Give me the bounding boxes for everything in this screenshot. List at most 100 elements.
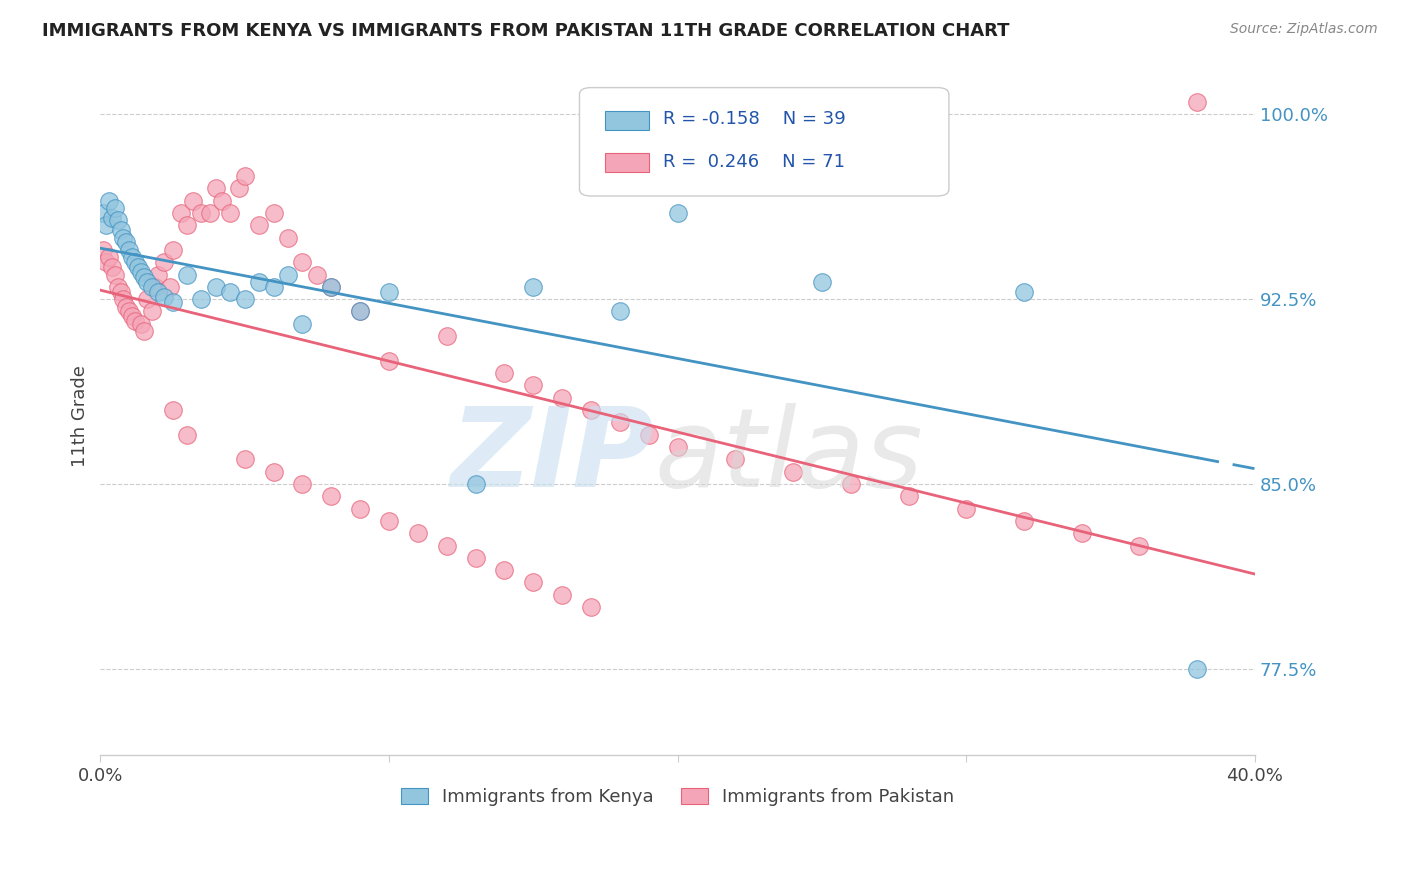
Point	[170, 206, 193, 220]
Point	[666, 206, 689, 220]
Point	[110, 285, 132, 299]
Point	[494, 563, 516, 577]
Point	[104, 268, 127, 282]
Point	[579, 403, 602, 417]
Point	[724, 452, 747, 467]
Point	[436, 539, 458, 553]
Point	[1012, 514, 1035, 528]
Text: ZIP: ZIP	[451, 403, 655, 510]
Point	[190, 292, 212, 306]
Point	[436, 329, 458, 343]
Point	[219, 206, 242, 220]
Point	[98, 250, 121, 264]
Point	[522, 378, 544, 392]
FancyBboxPatch shape	[605, 111, 648, 129]
Point	[94, 255, 117, 269]
Point	[115, 300, 138, 314]
Point	[609, 415, 631, 429]
Point	[291, 317, 314, 331]
Text: atlas: atlas	[655, 403, 924, 510]
Point	[159, 280, 181, 294]
Point	[291, 255, 314, 269]
Point	[94, 219, 117, 233]
Point	[522, 575, 544, 590]
Point	[811, 275, 834, 289]
Point	[277, 268, 299, 282]
Point	[101, 211, 124, 225]
Point	[211, 194, 233, 208]
Point	[464, 477, 486, 491]
Point	[228, 181, 250, 195]
FancyBboxPatch shape	[605, 153, 648, 172]
Point	[135, 292, 157, 306]
Point	[129, 317, 152, 331]
Point	[637, 427, 659, 442]
Point	[198, 206, 221, 220]
FancyBboxPatch shape	[579, 87, 949, 196]
Point	[1185, 95, 1208, 109]
Point	[263, 206, 285, 220]
Point	[121, 250, 143, 264]
Point	[204, 280, 226, 294]
Point	[190, 206, 212, 220]
Point	[263, 465, 285, 479]
Point	[233, 292, 256, 306]
Point	[107, 213, 129, 227]
Point	[115, 235, 138, 250]
Point	[349, 501, 371, 516]
Point	[112, 230, 135, 244]
Point	[1012, 285, 1035, 299]
Point	[839, 477, 862, 491]
Point	[124, 314, 146, 328]
Point	[153, 255, 176, 269]
Y-axis label: 11th Grade: 11th Grade	[72, 365, 89, 467]
Point	[378, 514, 401, 528]
Point	[135, 275, 157, 289]
Point	[349, 304, 371, 318]
Text: R = -0.158    N = 39: R = -0.158 N = 39	[662, 111, 845, 128]
Point	[551, 588, 574, 602]
Point	[162, 243, 184, 257]
Point	[153, 290, 176, 304]
Text: IMMIGRANTS FROM KENYA VS IMMIGRANTS FROM PAKISTAN 11TH GRADE CORRELATION CHART: IMMIGRANTS FROM KENYA VS IMMIGRANTS FROM…	[42, 22, 1010, 40]
Point	[782, 465, 804, 479]
Point	[204, 181, 226, 195]
Point	[162, 294, 184, 309]
Point	[1128, 539, 1150, 553]
Point	[176, 427, 198, 442]
Point	[263, 280, 285, 294]
Point	[132, 324, 155, 338]
Point	[247, 219, 270, 233]
Point	[129, 265, 152, 279]
Point	[98, 194, 121, 208]
Point	[291, 477, 314, 491]
Point	[378, 285, 401, 299]
Point	[176, 268, 198, 282]
Point	[112, 292, 135, 306]
Point	[127, 260, 149, 274]
Point	[321, 489, 343, 503]
Point	[118, 243, 141, 257]
Point	[551, 391, 574, 405]
Point	[141, 304, 163, 318]
Point	[176, 219, 198, 233]
Point	[277, 230, 299, 244]
Point	[1185, 662, 1208, 676]
Point	[609, 304, 631, 318]
Point	[141, 280, 163, 294]
Point	[181, 194, 204, 208]
Point	[91, 206, 114, 220]
Point	[107, 280, 129, 294]
Point	[406, 526, 429, 541]
Point	[146, 285, 169, 299]
Point	[666, 440, 689, 454]
Point	[162, 403, 184, 417]
Text: R =  0.246    N = 71: R = 0.246 N = 71	[662, 153, 845, 171]
Point	[143, 280, 166, 294]
Point	[305, 268, 328, 282]
Point	[1070, 526, 1092, 541]
Point	[464, 550, 486, 565]
Point	[121, 310, 143, 324]
Point	[101, 260, 124, 274]
Point	[91, 243, 114, 257]
